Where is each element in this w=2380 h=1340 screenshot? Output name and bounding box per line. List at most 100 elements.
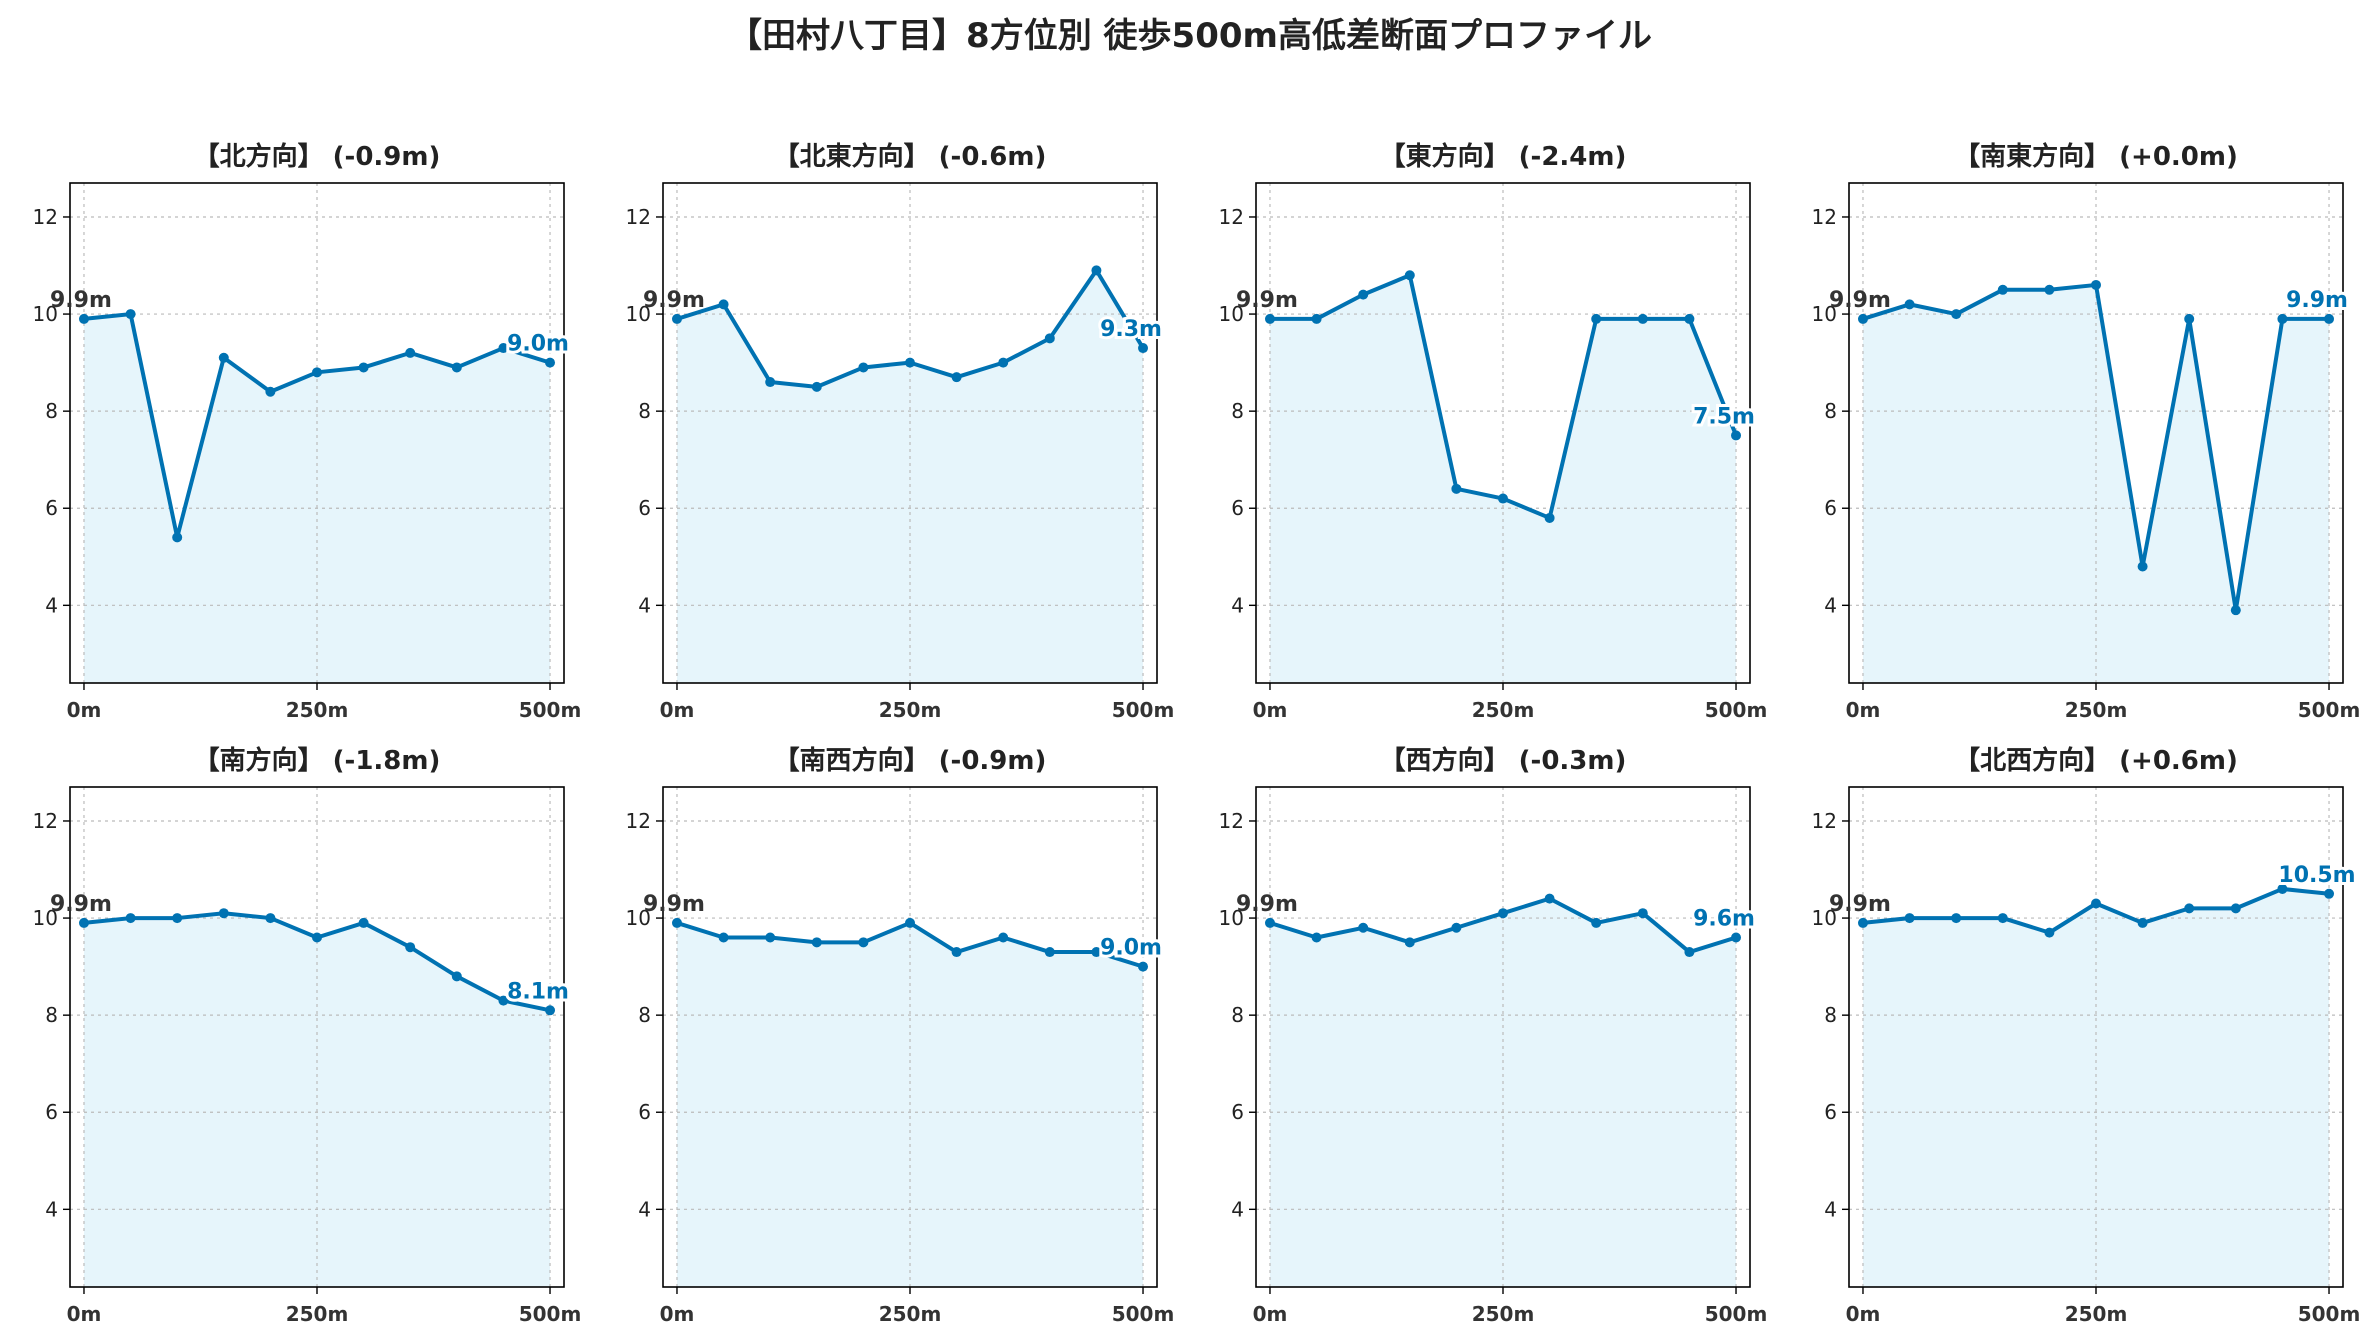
data-point — [172, 532, 183, 543]
x-tick-label: 0m — [1846, 698, 1881, 722]
data-point — [2137, 917, 2148, 928]
data-point — [125, 309, 136, 320]
end-elevation-label: 9.3m — [1100, 317, 1162, 342]
end-elevation-label: 9.6m — [1693, 906, 1755, 931]
data-point — [358, 362, 369, 373]
x-tick-label: 250m — [879, 1302, 942, 1326]
x-tick-label: 500m — [1705, 698, 1768, 722]
y-tick-label: 12 — [1219, 809, 1244, 833]
data-point — [905, 917, 915, 928]
chart-panel-3: 【東方向】 (-2.4m) 0m 250m 500m 4 6 8 10 12 9.9m 7.5m — [1219, 141, 1768, 722]
x-tick-label: 500m — [2298, 1302, 2361, 1326]
data-point — [765, 377, 776, 388]
panel-title: 【北方向】 (-0.9m) — [194, 141, 441, 172]
data-point — [1997, 913, 2008, 924]
y-tick-label: 12 — [1812, 205, 1837, 229]
x-tick-label: 0m — [660, 698, 695, 722]
data-point — [451, 362, 462, 373]
x-tick-label: 250m — [2065, 1302, 2128, 1326]
end-elevation-label: 9.0m — [507, 332, 569, 357]
start-elevation-label: 9.9m — [643, 892, 705, 917]
y-tick-label: 10 — [33, 302, 58, 326]
data-point — [125, 913, 136, 924]
data-point — [78, 917, 89, 928]
start-elevation-label: 9.9m — [50, 288, 112, 313]
x-tick-label: 0m — [67, 698, 102, 722]
elevation-area — [676, 270, 1144, 683]
end-elevation-label: 8.1m — [507, 979, 569, 1004]
data-point — [1904, 913, 1915, 924]
chart-panel-5: 【南方向】 (-1.8m) 0m 250m 500m 4 6 8 10 12 9.9m 8.1m — [33, 745, 582, 1326]
x-tick-label: 250m — [286, 1302, 349, 1326]
y-tick-label: 4 — [1231, 593, 1244, 617]
y-tick-label: 6 — [45, 496, 58, 520]
data-point — [1997, 284, 2008, 295]
x-tick-label: 500m — [1112, 1302, 1175, 1326]
data-point — [1264, 313, 1275, 324]
y-tick-label: 4 — [638, 1197, 651, 1221]
data-point — [405, 347, 416, 358]
y-tick-label: 6 — [638, 1100, 651, 1124]
y-tick-label: 4 — [45, 1197, 58, 1221]
y-tick-label: 10 — [626, 302, 651, 326]
y-tick-label: 10 — [1812, 906, 1837, 930]
data-point — [671, 917, 682, 928]
panel-title: 【南方向】 (-1.8m) — [194, 745, 441, 776]
y-tick-label: 12 — [1219, 205, 1244, 229]
data-point — [1857, 313, 1868, 324]
data-point — [1637, 313, 1648, 324]
panel-title: 【南東方向】 (+0.0m) — [1954, 141, 2238, 172]
y-tick-label: 12 — [33, 205, 58, 229]
start-elevation-label: 9.9m — [1829, 892, 1891, 917]
y-tick-label: 10 — [1219, 302, 1244, 326]
data-point — [2277, 313, 2288, 324]
data-point — [405, 942, 416, 953]
data-point — [1044, 333, 1055, 344]
data-point — [2044, 927, 2055, 938]
y-tick-label: 8 — [1231, 399, 1244, 423]
x-tick-label: 250m — [879, 698, 942, 722]
data-point — [1358, 289, 1369, 300]
data-point — [1358, 922, 1369, 933]
data-point — [811, 937, 822, 948]
x-tick-label: 0m — [67, 1302, 102, 1326]
data-point — [1404, 270, 1415, 281]
y-tick-label: 8 — [45, 399, 58, 423]
data-point — [718, 299, 729, 310]
data-point — [1138, 343, 1149, 354]
data-point — [312, 932, 322, 943]
elevation-area — [1269, 275, 1737, 683]
y-tick-label: 8 — [1824, 399, 1837, 423]
data-point — [1311, 932, 1322, 943]
y-tick-label: 8 — [638, 399, 651, 423]
data-point — [998, 932, 1009, 943]
end-elevation-label: 7.5m — [1693, 404, 1755, 429]
chart-panel-4: 【南東方向】 (+0.0m) 0m 250m 500m 4 6 8 10 12 9.9m 9.9m — [1812, 141, 2361, 722]
x-tick-label: 0m — [1253, 698, 1288, 722]
y-tick-label: 4 — [1231, 1197, 1244, 1221]
data-point — [1451, 483, 1462, 494]
x-tick-label: 0m — [1846, 1302, 1881, 1326]
y-tick-label: 6 — [1231, 1100, 1244, 1124]
data-point — [1404, 937, 1415, 948]
x-tick-label: 500m — [519, 1302, 582, 1326]
data-point — [545, 1005, 556, 1016]
data-point — [811, 381, 822, 392]
data-point — [1091, 265, 1102, 276]
data-point — [1544, 512, 1555, 523]
y-tick-label: 8 — [1231, 1003, 1244, 1027]
chart-panel-8: 【北西方向】 (+0.6m) 0m 250m 500m 4 6 8 10 12 9.9m 10.5m — [1812, 745, 2361, 1326]
y-tick-label: 12 — [1812, 809, 1837, 833]
x-tick-label: 250m — [1472, 1302, 1535, 1326]
elevation-area — [1269, 898, 1737, 1287]
data-point — [905, 357, 915, 368]
y-tick-label: 12 — [626, 205, 651, 229]
data-point — [1684, 313, 1695, 324]
data-point — [951, 372, 962, 383]
data-point — [2324, 313, 2335, 324]
x-tick-label: 0m — [1253, 1302, 1288, 1326]
data-point — [451, 971, 462, 982]
data-point — [2137, 561, 2148, 572]
start-elevation-label: 9.9m — [50, 892, 112, 917]
